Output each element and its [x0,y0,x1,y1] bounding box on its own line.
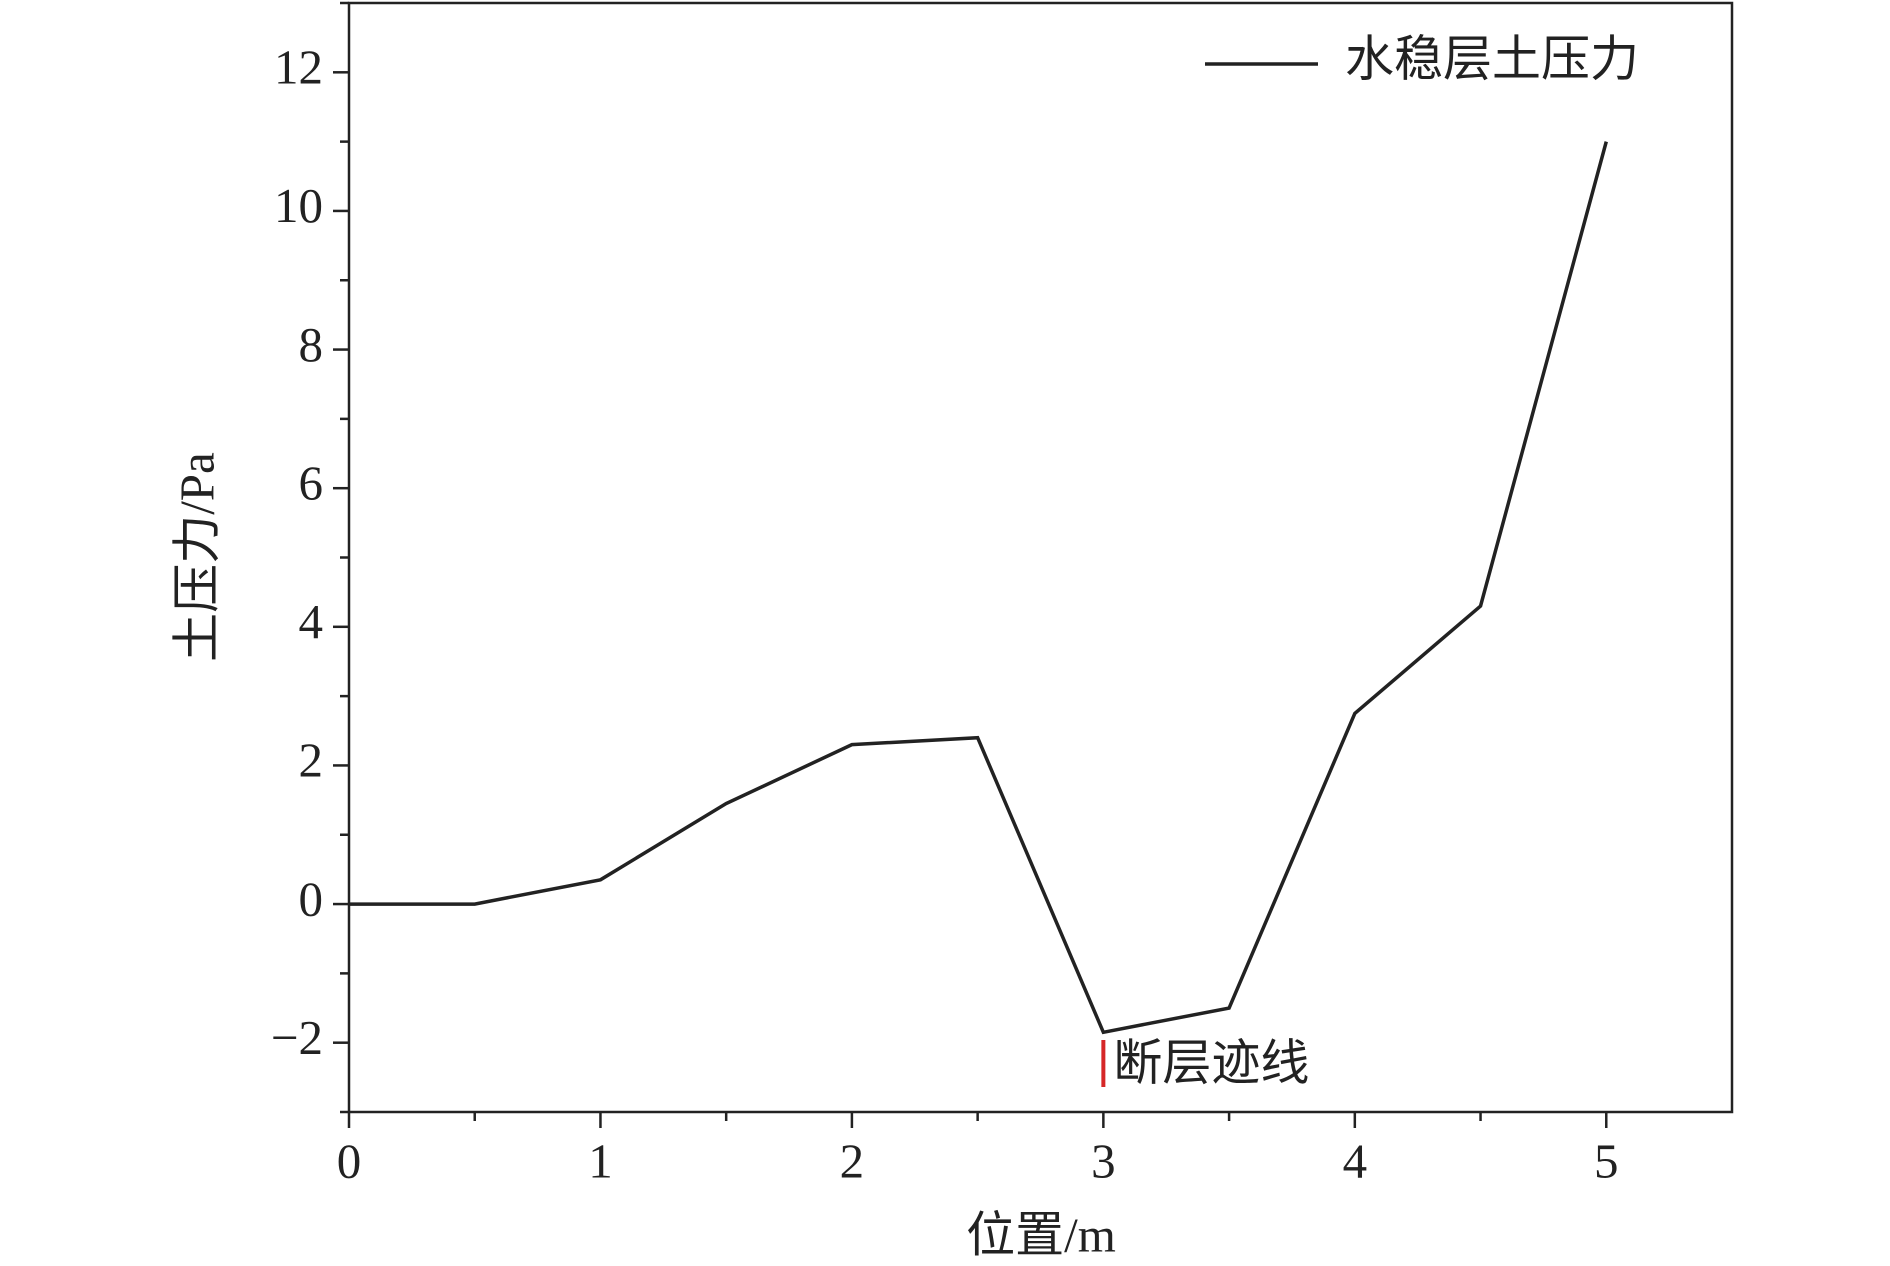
y-tick-label: 6 [299,455,324,510]
y-axis-label: 土压力/Pa [169,452,224,662]
x-tick-label: 1 [588,1133,613,1188]
y-tick-label: 8 [299,317,324,372]
x-tick-label: 4 [1343,1133,1368,1188]
y-tick-label: 10 [274,178,323,233]
y-tick-label: 0 [299,871,324,926]
x-tick-label: 3 [1091,1133,1116,1188]
y-tick-label: 2 [299,733,324,788]
legend-label: 水稳层土压力 [1345,31,1639,86]
y-tick-label: 12 [274,40,323,95]
plot-frame [347,1,1734,1114]
x-tick-label: 5 [1594,1133,1619,1188]
x-tick-label: 0 [337,1133,362,1188]
data-line [349,141,1608,1035]
x-axis-label: 位置/m [966,1207,1116,1262]
y-tick-label: 4 [299,594,324,649]
x-tick-label: 2 [840,1133,865,1188]
annotation-text: 断层迹线 [1113,1035,1309,1090]
y-tick-label: −2 [271,1010,323,1065]
